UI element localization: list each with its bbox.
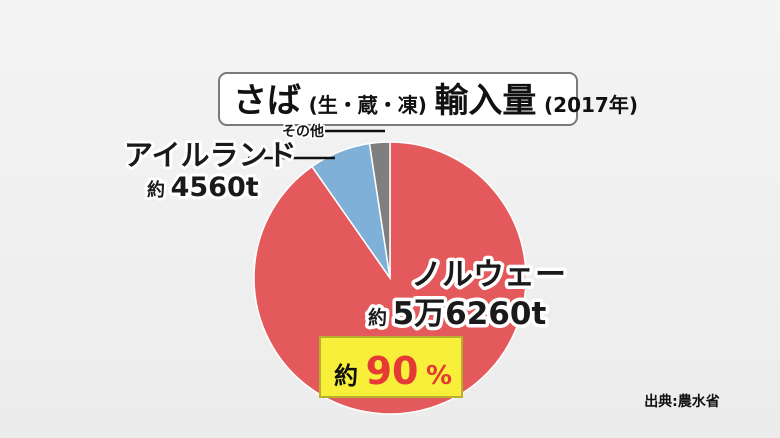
title-box <box>218 72 578 126</box>
percent-number: 90 <box>366 349 419 393</box>
percent-prefix: 約 <box>334 362 358 390</box>
title-year: (2017年) <box>544 93 638 117</box>
title-main-a: さば <box>233 81 301 121</box>
norway-value-prefix: 約 <box>368 306 387 329</box>
pie-slice-other <box>368 141 391 279</box>
title-paren: (生・蔵・凍) <box>309 93 427 117</box>
norway-value-label: 約 5万6260t <box>368 296 546 332</box>
percent-badge-text: 約 90 % <box>334 349 452 393</box>
title-main-b: 輸入量 <box>434 81 536 121</box>
title-group: さば (生・蔵・凍) 輸入量 (2017年) <box>218 72 638 126</box>
ireland-value-prefix: 約 <box>147 179 165 201</box>
percent-sign: % <box>426 361 452 391</box>
norway-value-number: 5万6260t <box>393 296 547 332</box>
percent-badge: 約 90 % <box>319 336 463 398</box>
ireland-name-label: アイルランド <box>124 138 297 172</box>
other-name-label: その他 <box>282 123 324 140</box>
source-note: 出典:農水省 <box>644 393 720 410</box>
chart-title: さば (生・蔵・凍) 輸入量 (2017年) <box>233 81 638 121</box>
percent-badge-box <box>319 336 463 398</box>
norway-name-label: ノルウェー <box>411 257 566 293</box>
ireland-value-label: 約 4560t <box>147 172 259 203</box>
ireland-value-number: 4560t <box>171 172 259 203</box>
